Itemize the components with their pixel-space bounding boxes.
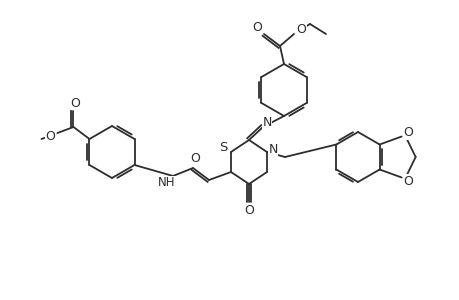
Text: N: N <box>262 116 271 128</box>
Text: O: O <box>403 175 413 188</box>
Text: N: N <box>268 142 277 155</box>
Text: O: O <box>252 20 261 34</box>
Text: NH: NH <box>158 176 175 190</box>
Text: O: O <box>296 22 305 35</box>
Text: O: O <box>244 203 253 217</box>
Text: O: O <box>403 126 413 139</box>
Text: S: S <box>219 142 228 154</box>
Text: O: O <box>70 97 80 110</box>
Text: S: S <box>218 140 227 154</box>
Text: O: O <box>45 130 55 142</box>
Text: O: O <box>190 152 200 164</box>
